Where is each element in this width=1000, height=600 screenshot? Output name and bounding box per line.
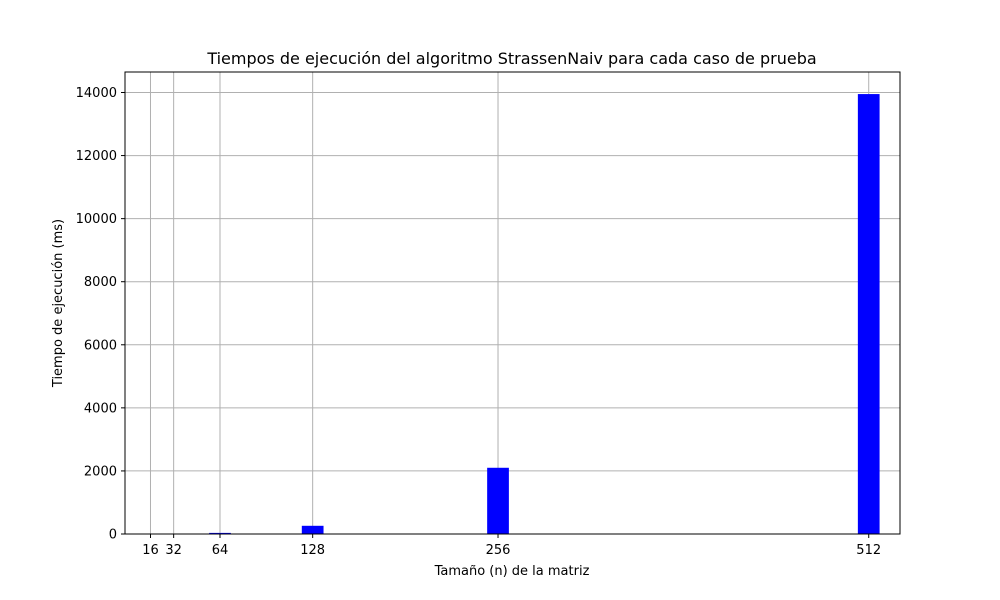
- axis-ticks: 16 32 64 128 256 512 0 2000 4000 6000 8000 10000 120…: [76, 86, 881, 558]
- bar: [301, 525, 324, 534]
- chart-title: Tiempos de ejecución del algoritmo Stras…: [206, 49, 816, 68]
- y-tick-label: 10000: [76, 212, 117, 227]
- x-tick-label: 16: [142, 543, 159, 558]
- x-tick-label: 256: [486, 543, 511, 558]
- y-tick-label: 12000: [76, 149, 117, 164]
- grid-lines: [125, 72, 900, 535]
- y-tick-label: 0: [109, 528, 117, 543]
- y-tick-label: 8000: [84, 275, 117, 290]
- y-tick-label: 6000: [84, 338, 117, 353]
- y-tick-label: 14000: [76, 86, 117, 101]
- y-axis-label: Tiempo de ejecución (ms): [51, 219, 66, 388]
- y-tick-label: 4000: [84, 401, 117, 416]
- bar: [209, 532, 231, 534]
- bar: [487, 467, 509, 534]
- y-tick-label: 2000: [84, 464, 117, 479]
- x-axis-label: Tamaño (n) de la matriz: [434, 564, 590, 579]
- plot-frame: [124, 71, 901, 535]
- x-tick-label: 64: [212, 543, 229, 558]
- bar: [857, 94, 880, 535]
- x-tick-label: 32: [165, 543, 182, 558]
- x-tick-label: 512: [856, 543, 881, 558]
- x-tick-label: 128: [300, 543, 325, 558]
